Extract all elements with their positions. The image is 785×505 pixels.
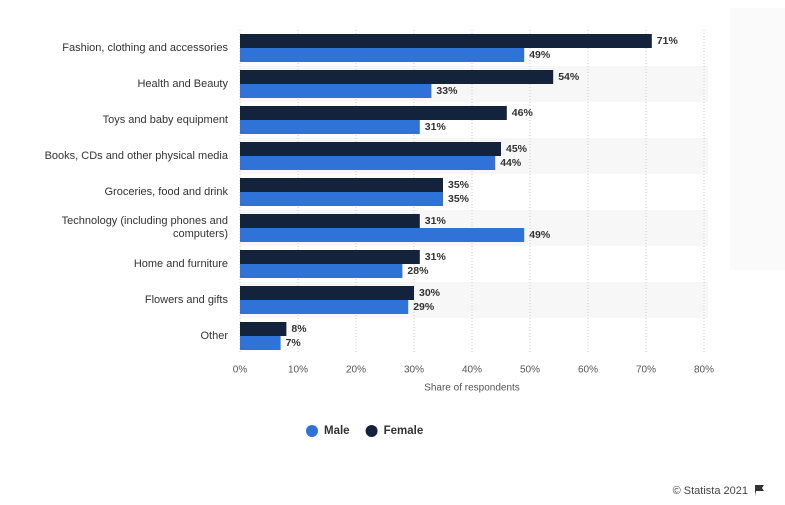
value-label: 35%	[448, 193, 470, 205]
category-label: Fashion, clothing and accessories	[62, 41, 228, 54]
bar	[240, 156, 496, 170]
bar	[240, 250, 420, 264]
category-label: Books, CDs and other physical media	[44, 149, 228, 162]
bar	[240, 106, 507, 120]
bar	[240, 264, 403, 278]
value-label: 35%	[448, 179, 470, 191]
bar	[240, 178, 443, 192]
bar	[240, 70, 554, 84]
value-label: 31%	[425, 251, 447, 263]
value-label: 30%	[419, 287, 441, 299]
bar	[240, 48, 525, 62]
category-label: Groceries, food and drink	[104, 185, 228, 198]
x-tick-label: 10%	[288, 365, 308, 376]
x-tick-label: 70%	[636, 365, 656, 376]
x-tick-label: 30%	[404, 365, 424, 376]
category-label: Other	[200, 329, 228, 342]
credit: © Statista 2021	[673, 485, 748, 497]
bar	[240, 336, 281, 350]
bar	[240, 228, 525, 242]
legend-label: Male	[324, 425, 350, 437]
value-label: 54%	[558, 71, 580, 83]
bar	[240, 322, 287, 336]
bar	[240, 142, 501, 156]
x-tick-label: 60%	[578, 365, 598, 376]
side-panel	[730, 8, 785, 270]
value-label: 33%	[436, 85, 458, 97]
category-label: Health and Beauty	[137, 77, 228, 90]
category-label: Toys and baby equipment	[102, 113, 228, 126]
value-label: 7%	[286, 337, 302, 349]
x-tick-label: 20%	[346, 365, 366, 376]
legend-marker	[365, 425, 378, 437]
value-label: 44%	[500, 157, 522, 169]
value-label: 28%	[407, 265, 429, 277]
category-label: Technology (including phones and compute…	[61, 215, 228, 240]
value-label: 29%	[413, 301, 435, 313]
bar	[240, 34, 652, 48]
x-tick-label: 50%	[520, 365, 540, 376]
x-tick-label: 0%	[233, 365, 248, 376]
bar	[240, 84, 432, 98]
legend-label: Female	[384, 425, 424, 437]
value-label: 71%	[657, 35, 679, 47]
bar	[240, 192, 443, 206]
bar	[240, 300, 409, 314]
flag-icon[interactable]	[755, 485, 764, 496]
bar	[240, 120, 420, 134]
value-label: 45%	[506, 143, 528, 155]
bar	[240, 214, 420, 228]
x-axis-title: Share of respondents	[424, 383, 520, 394]
value-label: 49%	[529, 229, 551, 241]
value-label: 46%	[512, 107, 534, 119]
x-tick-label: 40%	[462, 365, 482, 376]
value-label: 49%	[529, 49, 551, 61]
value-label: 31%	[425, 215, 447, 227]
legend-marker	[306, 425, 318, 437]
x-tick-label: 80%	[694, 365, 714, 376]
value-label: 8%	[291, 323, 307, 335]
category-label: Flowers and gifts	[144, 293, 228, 306]
bar	[240, 286, 414, 300]
category-label: Home and furniture	[133, 257, 228, 270]
value-label: 31%	[425, 121, 447, 133]
